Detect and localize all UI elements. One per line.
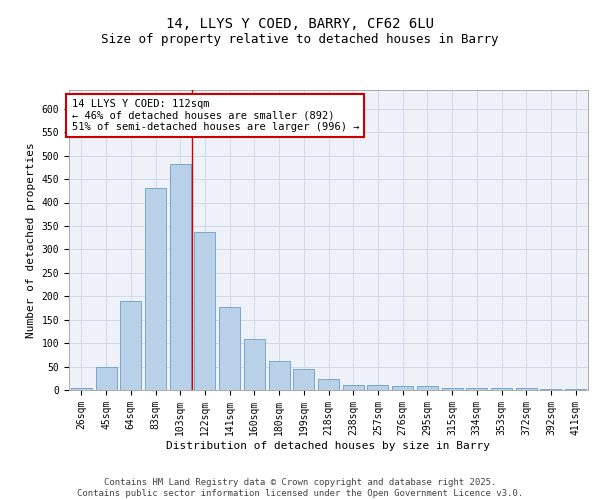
Bar — [293, 369, 314, 390]
Bar — [565, 388, 586, 390]
Text: Size of property relative to detached houses in Barry: Size of property relative to detached ho… — [101, 32, 499, 46]
Bar — [516, 388, 537, 390]
Bar — [367, 385, 388, 390]
Bar — [541, 388, 562, 390]
Bar — [442, 388, 463, 390]
Text: 14, LLYS Y COED, BARRY, CF62 6LU: 14, LLYS Y COED, BARRY, CF62 6LU — [166, 18, 434, 32]
Text: 14 LLYS Y COED: 112sqm
← 46% of detached houses are smaller (892)
51% of semi-de: 14 LLYS Y COED: 112sqm ← 46% of detached… — [71, 99, 359, 132]
Bar — [491, 388, 512, 390]
Bar — [120, 301, 141, 390]
Bar — [466, 388, 487, 390]
Bar — [269, 361, 290, 390]
Bar — [71, 388, 92, 390]
Bar — [417, 386, 438, 390]
X-axis label: Distribution of detached houses by size in Barry: Distribution of detached houses by size … — [167, 440, 491, 450]
Bar — [219, 306, 240, 390]
Bar — [95, 366, 116, 390]
Bar — [343, 385, 364, 390]
Bar — [392, 386, 413, 390]
Bar — [170, 164, 191, 390]
Bar — [318, 379, 339, 390]
Y-axis label: Number of detached properties: Number of detached properties — [26, 142, 36, 338]
Bar — [244, 340, 265, 390]
Bar — [145, 188, 166, 390]
Bar — [194, 232, 215, 390]
Text: Contains HM Land Registry data © Crown copyright and database right 2025.
Contai: Contains HM Land Registry data © Crown c… — [77, 478, 523, 498]
